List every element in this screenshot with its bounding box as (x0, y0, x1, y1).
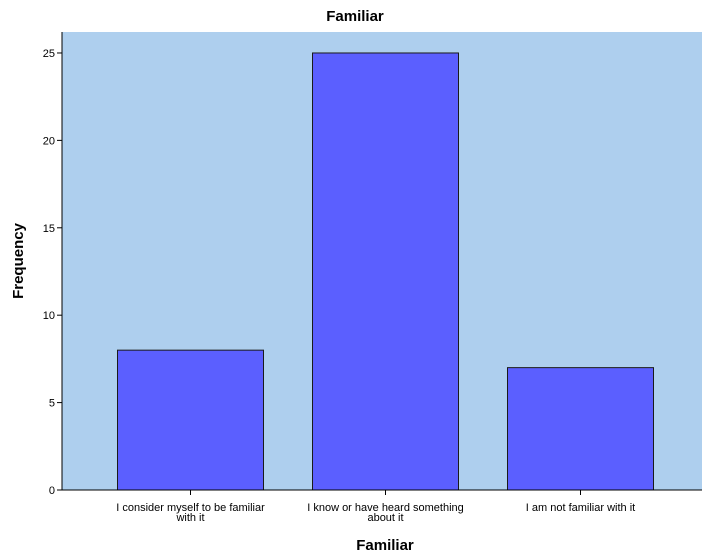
y-axis: 0 5 10 15 20 25 (43, 32, 63, 497)
x-axis-label: Familiar (356, 537, 414, 554)
y-axis-label: Frequency (10, 222, 27, 299)
y-tick-label: 10 (43, 310, 55, 322)
x-tick-label: I know or have heard something about it (307, 502, 464, 524)
bar-2 (312, 52, 459, 491)
bars-group (117, 52, 654, 491)
x-axis: I consider myself to be familiar with it I… (62, 489, 702, 524)
chart-title: Familiar (326, 8, 384, 25)
y-tick-label: 5 (49, 398, 55, 410)
bar-1 (117, 349, 264, 491)
y-tick-label: 20 (43, 135, 55, 147)
y-tick-label: 25 (43, 48, 55, 60)
bar-3 (507, 367, 654, 491)
y-tick-label: 15 (43, 223, 55, 235)
y-tick-label: 0 (49, 485, 55, 497)
x-tick-label: I am not familiar with it (526, 502, 635, 514)
x-tick-label: I consider myself to be familiar with it (116, 502, 265, 524)
